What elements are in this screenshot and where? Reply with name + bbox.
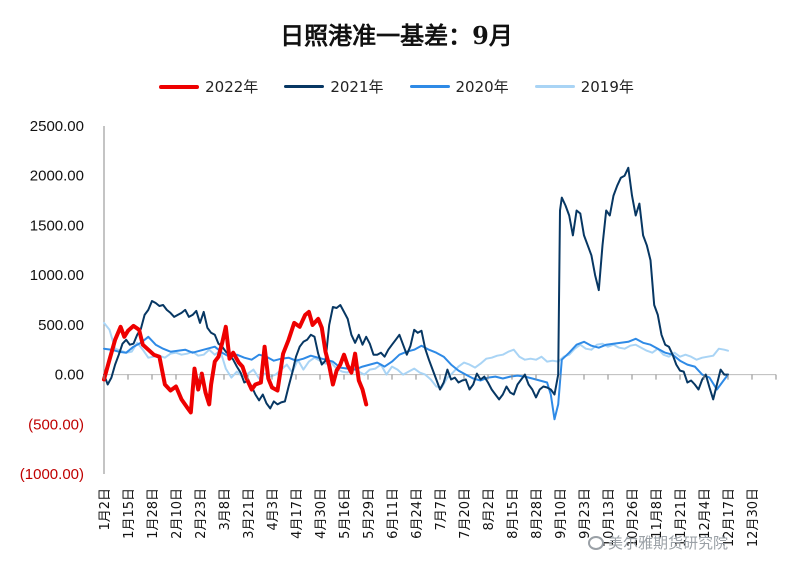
y-tick-label: 500.00 [38,317,84,334]
x-tick-label: 3月8日 [218,488,233,531]
x-tick-label: 6月11日 [386,488,401,539]
legend-item-2021: 2021年 [284,76,384,97]
watermark-text: 美尔雅期货研究院 [608,534,729,552]
x-tick-label: 1月2日 [98,488,113,531]
x-tick-label: 10月13日 [602,488,617,547]
x-tick-label: 2月10日 [170,488,185,539]
x-tick-label: 4月17日 [290,488,305,539]
x-tick-label: 7月7日 [434,488,449,531]
x-tick-label: 6月24日 [410,488,425,539]
legend-swatch-2022 [159,84,200,89]
series-line-2021 [103,166,729,410]
legend-swatch-2020 [409,85,450,88]
y-tick-label: 1500.00 [30,217,84,234]
x-tick-label: 11月21日 [674,488,689,547]
y-tick-label: (500.00) [28,416,84,433]
x-tick-label: 5月29日 [362,488,377,539]
legend-item-2022: 2022年 [159,76,258,97]
x-tick-label: 5月16日 [338,488,353,539]
x-tick-label: 1月28日 [146,488,161,539]
legend-swatch-2019 [534,85,575,88]
x-tick-label: 9月10日 [554,488,569,539]
series-line-2022 [102,309,369,415]
watermark: 美尔雅期货研究院 [588,532,728,553]
x-tick-label: 4月3日 [266,488,281,531]
legend-swatch-2021 [284,85,325,88]
x-tick-label: 11月8日 [650,488,665,539]
legend-item-2020: 2020年 [409,76,509,97]
x-tick-label: 8月2日 [482,488,497,531]
legend-item-2019: 2019年 [534,76,634,97]
x-tick-label: 10月26日 [626,488,641,547]
x-axis-ticks: 1月2日 1月15日 1月28日 2月10日 2月23日 3月8日 3月21日 4月3日 4月1… [98,374,777,547]
legend-label-2021: 2021年 [330,78,384,96]
legend-label-2022: 2022年 [205,78,259,96]
y-tick-label: 1000.00 [30,267,84,284]
x-tick-label: 12月30日 [746,488,761,547]
x-tick-label: 7月20日 [458,488,473,539]
y-tick-label: (1000.00) [20,466,84,483]
x-tick-label: 2月23日 [194,488,209,539]
x-tick-label: 8月15日 [506,488,521,539]
x-tick-label: 9月23日 [578,488,593,539]
x-tick-label: 12月4日 [698,488,713,539]
x-tick-label: 8月28日 [530,488,545,539]
chart-title: 日照港准一基差：9月 [280,21,513,50]
legend-label-2019: 2019年 [580,78,634,96]
x-tick-label: 3月21日 [242,488,257,539]
series-lines [102,166,729,421]
x-tick-label: 4月30日 [314,488,329,539]
x-tick-label: 12月17日 [722,488,737,547]
wechat-icon [588,535,604,550]
y-tick-label: 2500.00 [30,118,84,135]
y-tick-label: 0.00 [55,367,84,384]
x-tick-label: 1月15日 [122,488,137,539]
y-axis-ticks: 2500.00 2000.00 1500.00 1000.00 500.00 0.00 (5… [20,118,84,483]
series-line-2019 [103,321,729,389]
axes [103,126,776,474]
legend-label-2020: 2020年 [455,78,509,96]
legend: 2022年 2021年 2020年 2019年 [0,76,793,97]
y-tick-label: 2000.00 [30,168,84,185]
